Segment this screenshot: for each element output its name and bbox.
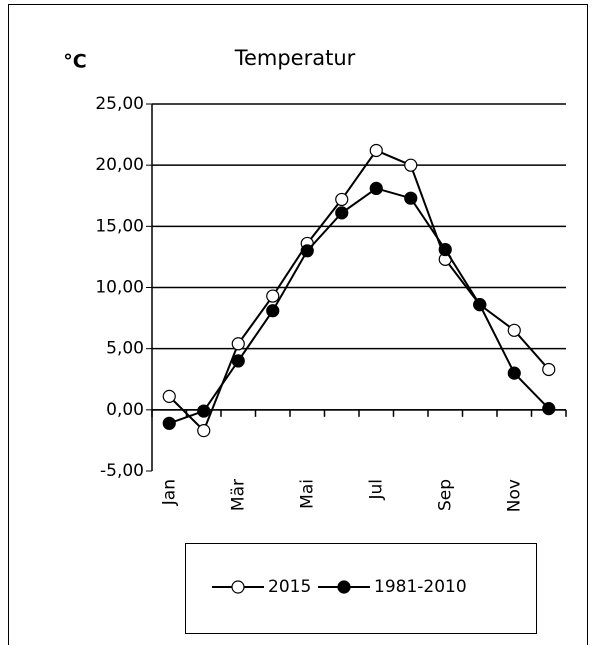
legend-label: 2015 (268, 577, 311, 597)
point (404, 158, 418, 172)
y-tick-label: 25,00 (95, 94, 144, 114)
y-tick-label: 5,00 (106, 339, 144, 359)
point (507, 323, 521, 337)
x-tick-label: Sep (435, 479, 455, 511)
point (542, 402, 556, 416)
point (231, 354, 245, 368)
point (231, 337, 245, 351)
x-tick-label: Mär (228, 479, 248, 511)
y-tick-label: -5,00 (100, 461, 144, 481)
point (438, 242, 452, 257)
series-line (168, 187, 550, 425)
legend-marker (231, 580, 245, 594)
point (197, 424, 211, 438)
y-axis-unit: °C (63, 51, 86, 73)
x-tick-label: Mai (297, 479, 317, 509)
legend-marker (337, 580, 351, 594)
point (266, 289, 280, 303)
point (404, 191, 418, 205)
point (335, 206, 349, 220)
point (507, 366, 521, 380)
legend-label: 1981-2010 (374, 577, 467, 597)
point (162, 389, 176, 403)
point (542, 362, 556, 377)
y-tick-label: 0,00 (106, 400, 144, 420)
point (197, 404, 211, 418)
y-tick-label: 10,00 (95, 278, 144, 298)
point (300, 244, 314, 258)
point (162, 416, 176, 430)
point (473, 298, 487, 312)
point (266, 304, 280, 318)
chart-title: Temperatur (234, 46, 356, 70)
y-tick-label: 15,00 (95, 216, 144, 236)
point (369, 143, 383, 158)
x-tick-label: Nov (504, 479, 524, 512)
point (335, 192, 349, 207)
x-tick-label: Jul (366, 479, 386, 501)
y-tick-label: 20,00 (95, 155, 144, 175)
x-tick-label: Jan (159, 479, 179, 506)
point (369, 181, 383, 196)
